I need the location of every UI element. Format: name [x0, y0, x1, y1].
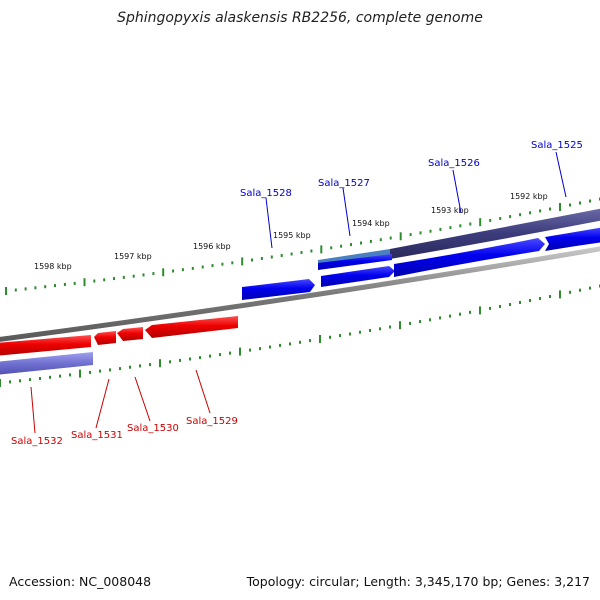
outer-tick-ring — [5, 197, 600, 295]
outer-band-segment-dark — [390, 208, 600, 259]
gene-label-sala-1531[interactable]: Sala_1531 — [71, 430, 123, 441]
leader-sala-1526 — [452, 169, 462, 214]
leader-sala-1530 — [134, 376, 151, 422]
kbp-label-1597: 1597 kbp — [114, 252, 152, 261]
kbp-label-1596: 1596 kbp — [193, 242, 231, 251]
leader-sala-1529 — [195, 369, 211, 414]
gene-bar-sala-1527-top[interactable] — [318, 254, 392, 270]
reverse-genes — [0, 316, 238, 356]
accession-text: Accession: NC_008048 — [9, 574, 152, 589]
kbp-label-1592: 1592 kbp — [510, 192, 548, 201]
gene-arrow-sala-1531[interactable] — [94, 331, 116, 345]
genome-backbone — [0, 246, 600, 342]
leader-sala-1532 — [30, 386, 36, 434]
inner-feature-band — [0, 352, 93, 375]
gene-label-sala-1532[interactable]: Sala_1532 — [11, 436, 63, 447]
leader-sala-1531 — [95, 378, 110, 429]
gene-arrow-sala-1532[interactable] — [0, 335, 91, 356]
leader-lines — [30, 151, 567, 434]
kbp-label-1593: 1593 kbp — [431, 206, 469, 215]
gene-labels: Sala_1525 Sala_1526 Sala_1527 Sala_1528 … — [11, 140, 583, 447]
forward-genes — [242, 227, 600, 300]
gene-label-sala-1528[interactable]: Sala_1528 — [240, 188, 292, 199]
gene-label-sala-1527[interactable]: Sala_1527 — [318, 178, 370, 189]
genome-summary-text: Topology: circular; Length: 3,345,170 bp… — [246, 574, 590, 589]
genome-title: Sphingopyxis alaskensis RB2256, complete… — [117, 10, 483, 26]
gene-label-sala-1529[interactable]: Sala_1529 — [186, 416, 238, 427]
gene-label-sala-1530[interactable]: Sala_1530 — [127, 423, 179, 434]
gene-arrow-sala-1527[interactable] — [321, 266, 395, 287]
gene-label-sala-1525[interactable]: Sala_1525 — [531, 140, 583, 151]
gene-label-sala-1526[interactable]: Sala_1526 — [428, 158, 480, 169]
gene-arrow-sala-1525[interactable] — [545, 227, 600, 251]
kbp-labels: 1592 kbp 1593 kbp 1594 kbp 1595 kbp 1596… — [34, 192, 548, 271]
kbp-label-1594: 1594 kbp — [352, 219, 390, 228]
gene-arrow-sala-1528[interactable] — [242, 279, 315, 300]
kbp-label-1595: 1595 kbp — [273, 231, 311, 240]
leader-sala-1528 — [265, 197, 273, 249]
gene-arrow-sala-1530[interactable] — [117, 327, 143, 341]
leader-sala-1525 — [555, 151, 567, 198]
gene-arrow-sala-1526[interactable] — [394, 238, 545, 277]
leader-sala-1527 — [342, 187, 351, 237]
gene-arrow-sala-1529[interactable] — [145, 316, 238, 338]
inner-tick-ring — [0, 284, 600, 387]
kbp-label-1598: 1598 kbp — [34, 262, 72, 271]
